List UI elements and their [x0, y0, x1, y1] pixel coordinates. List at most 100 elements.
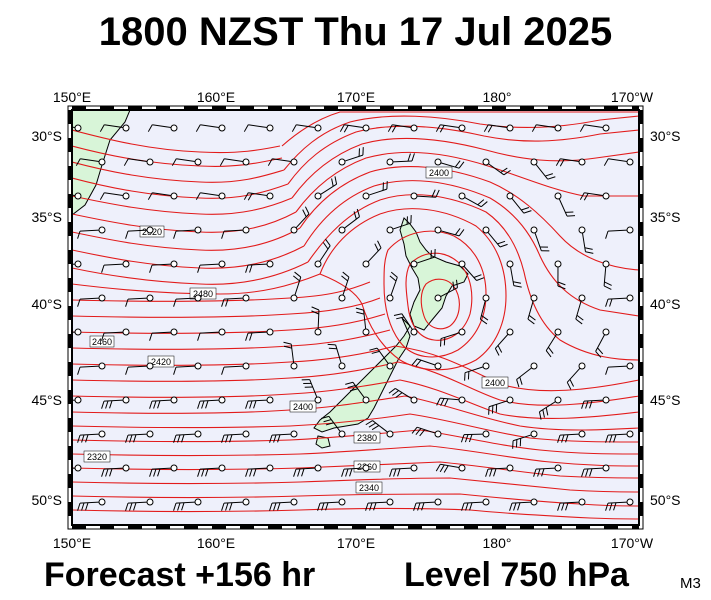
wind-barb: [173, 294, 202, 307]
wind-barb: [386, 271, 398, 302]
wind-barb: [197, 260, 226, 273]
wind-barb: [509, 498, 538, 511]
wind-barb: [389, 464, 418, 477]
contour-label-2460: 2460: [92, 337, 112, 347]
wind-barb: [101, 260, 130, 273]
wind-barb: [101, 464, 130, 477]
contour-label-2380: 2380: [357, 433, 377, 443]
wind-barb: [411, 358, 442, 370]
wind-barb: [291, 124, 322, 132]
wind-barb: [195, 124, 226, 132]
wind-barb: [386, 215, 412, 234]
wind-barb: [483, 124, 514, 133]
contour-label-2400: 2400: [293, 402, 313, 412]
wind-barb: [173, 498, 202, 511]
level-label: Level 750 hPa: [404, 556, 629, 594]
wind-barb: [488, 396, 514, 415]
wind-barb: [173, 362, 202, 375]
wind-barb: [482, 226, 508, 248]
wind-barb: [221, 430, 250, 443]
contour-lines: [72, 111, 639, 520]
wind-barb: [72, 464, 82, 472]
wind-barb: [339, 124, 370, 133]
lat-label-30s-right: 30°S: [650, 128, 681, 144]
contour-label-2400-east: 2400: [485, 378, 505, 388]
lon-label-160e-bottom: 160°E: [197, 535, 235, 551]
lon-label-170w-bottom: 170°W: [611, 535, 654, 551]
map-frame: [67, 105, 644, 530]
wind-barb: [338, 271, 350, 302]
wind-barb: [99, 192, 130, 200]
wind-barb: [197, 328, 226, 341]
wind-barb: [269, 498, 298, 511]
lat-label-30s-left: 30°S: [31, 128, 62, 144]
wind-barb: [197, 464, 226, 477]
wind-barb: [171, 158, 202, 166]
lat-label-45s-right: 45°S: [650, 392, 681, 408]
wind-barb: [387, 124, 418, 133]
wind-barb: [533, 464, 562, 477]
wind-barb: [461, 498, 490, 511]
wind-barb: [195, 192, 226, 200]
wind-barb: [605, 498, 634, 511]
wind-barb: [221, 362, 250, 375]
wind-barb: [221, 294, 250, 307]
land-north-island: [399, 217, 469, 331]
wind-barb: [355, 307, 370, 336]
wind-barb: [566, 362, 586, 390]
wind-barb: [485, 464, 514, 477]
lat-label-40s-left: 40°S: [31, 296, 62, 312]
wind-barb: [123, 158, 154, 166]
contour-label-2400-north: 2400: [429, 168, 449, 178]
wind-barb: [434, 279, 458, 302]
wind-barb: [125, 294, 154, 307]
wind-barb: [72, 328, 82, 336]
wind-barb: [460, 430, 490, 443]
wind-barb: [173, 430, 202, 443]
lat-label-50s-left: 50°S: [31, 492, 62, 508]
wind-barb: [293, 464, 322, 477]
wind-barb: [579, 124, 610, 132]
wind-barb: [410, 248, 436, 268]
wind-barb: [290, 206, 310, 234]
wind-barb: [77, 498, 106, 511]
wind-barb: [435, 124, 466, 133]
lat-label-35s-left: 35°S: [31, 209, 62, 225]
wind-barb: [267, 158, 298, 166]
lon-label-170e-top: 170°E: [337, 89, 375, 105]
wind-barb: [72, 192, 82, 200]
wind-barb: [301, 379, 322, 404]
wind-barb: [578, 226, 594, 254]
wind-barb: [362, 181, 388, 200]
wind-barb: [77, 226, 106, 239]
wind-barb: [494, 328, 514, 356]
wind-barb: [605, 294, 634, 307]
wind-barb: [149, 464, 178, 477]
wind-barb: [147, 124, 178, 132]
wind-barb: [603, 158, 634, 166]
wind-barb: [605, 226, 634, 239]
wind-barb: [440, 328, 466, 347]
wind-barb: [557, 430, 586, 443]
wind-barb: [581, 396, 610, 409]
wind-barb: [345, 381, 370, 404]
wind-barb: [435, 463, 466, 473]
wind-barb: [411, 426, 442, 438]
wind-barb: [410, 189, 440, 200]
wind-barb: [290, 271, 302, 302]
wind-barb: [245, 464, 274, 477]
contour-label-2420: 2420: [151, 357, 171, 367]
lat-label-45s-left: 45°S: [31, 392, 62, 408]
lon-label-150e-top: 150°E: [53, 89, 91, 105]
wind-barb: [221, 498, 250, 511]
wind-barb: [512, 430, 538, 449]
wind-barb: [314, 238, 331, 268]
wind-barb: [605, 362, 634, 375]
wind-barb: [338, 208, 360, 234]
wind-barb: [327, 343, 346, 370]
wind-barb: [545, 328, 562, 358]
wind-barb: [125, 498, 154, 511]
wind-barb: [101, 396, 130, 409]
lon-label-180-top: 180°: [483, 89, 512, 105]
